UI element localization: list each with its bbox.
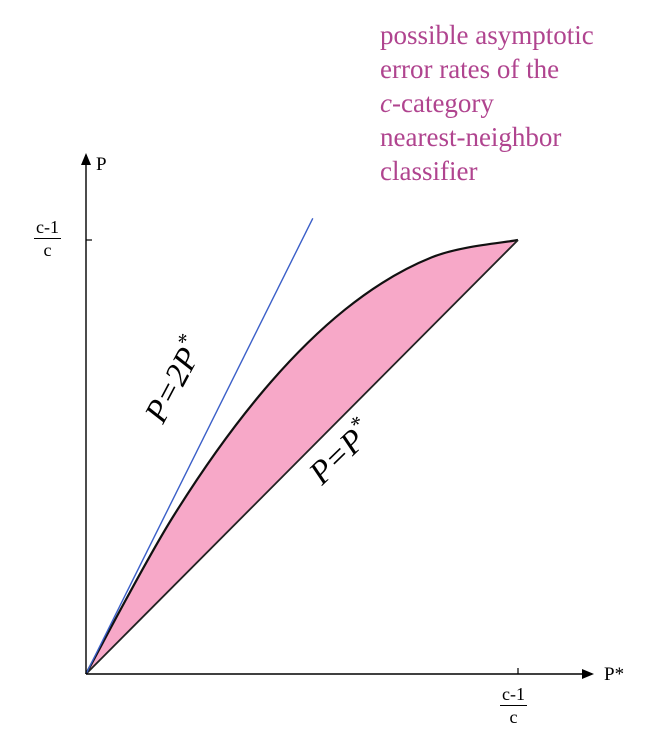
annotation-category: -category xyxy=(391,88,494,118)
region-annotation: possible asymptotic error rates of the c… xyxy=(380,18,666,188)
line-p-equals-pstar xyxy=(85,239,519,675)
y-tick-label: c-1 c xyxy=(34,216,61,261)
annotation-c-italic: c xyxy=(380,88,392,118)
y-tick-numerator: c-1 xyxy=(34,217,61,239)
x-tick-denominator: c xyxy=(509,707,518,727)
label-p-equals-2pstar: P=2P* xyxy=(133,330,212,430)
annotation-line-4: nearest-neighbor xyxy=(380,122,562,152)
annotation-line-3: c-category xyxy=(380,86,666,120)
annotation-line-1: possible asymptotic xyxy=(380,20,594,50)
annotation-line-5: classifier xyxy=(380,156,478,186)
x-axis-label: P* xyxy=(604,664,624,685)
y-axis-label: P xyxy=(96,154,107,175)
line-p-equals-2pstar xyxy=(85,217,314,675)
x-tick-numerator: c-1 xyxy=(500,684,527,706)
y-tick-denominator: c xyxy=(43,240,52,260)
x-tick-label: c-1 c xyxy=(500,683,527,728)
annotation-line-2: error rates of the xyxy=(380,54,560,84)
upper-bound-curve xyxy=(85,238,519,675)
